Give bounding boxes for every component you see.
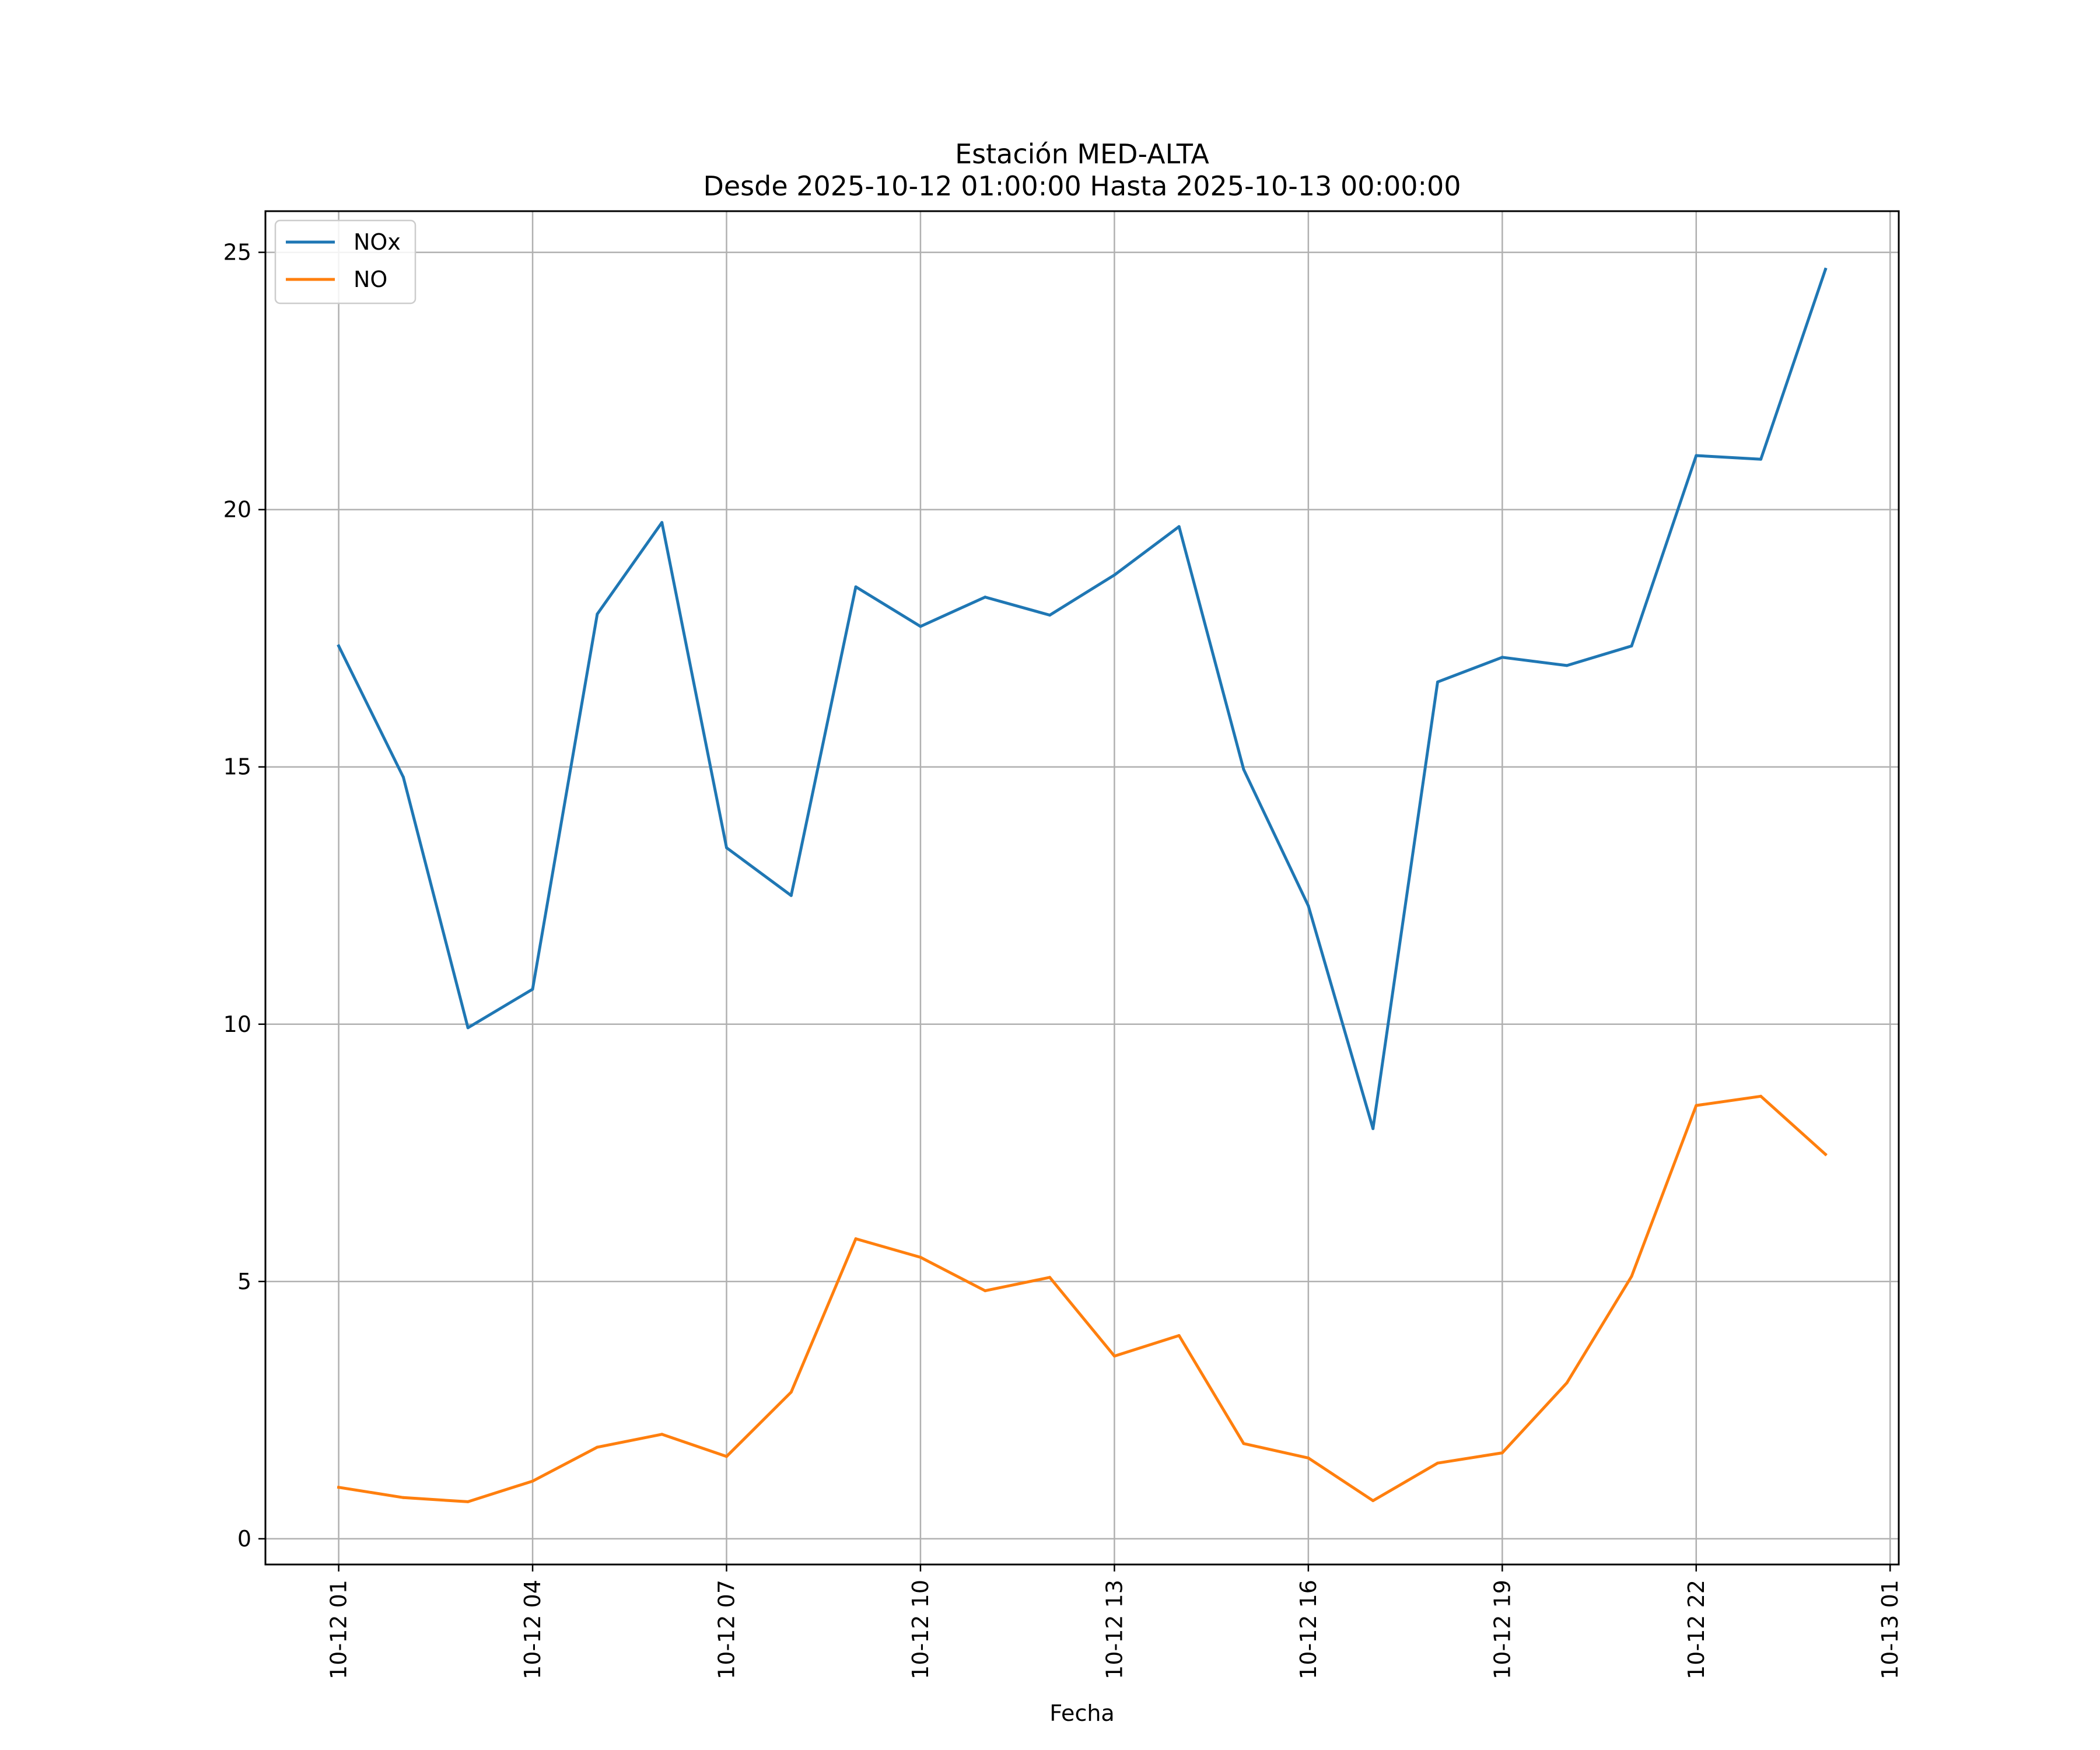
x-axis-label: Fecha (1049, 1700, 1114, 1726)
legend-label-no: NO (354, 267, 387, 292)
data-point-nox (1565, 664, 1569, 667)
data-point-nox (854, 585, 858, 589)
y-axis: 0 5 10 15 20 25 (223, 240, 265, 1552)
data-point-no (596, 1446, 599, 1449)
data-series (337, 267, 1828, 1503)
y-tick-label: 15 (223, 754, 251, 780)
data-point-nox (1371, 1127, 1375, 1130)
data-point-nox (1630, 644, 1633, 648)
data-point-nox (919, 625, 922, 628)
legend-label-nox: NOx (354, 229, 401, 255)
data-point-no (1759, 1094, 1763, 1098)
data-point-no (337, 1486, 341, 1489)
series-line-no (337, 1094, 1828, 1503)
data-point-no (789, 1391, 793, 1394)
x-tick-label: 10-12 19 (1489, 1580, 1515, 1679)
data-point-nox (531, 988, 534, 991)
data-point-no (1565, 1381, 1569, 1385)
data-point-no (1242, 1442, 1245, 1446)
data-point-no (660, 1433, 664, 1436)
y-tick-label: 20 (223, 497, 251, 523)
x-tick-label: 10-12 04 (520, 1580, 545, 1679)
data-point-no (1436, 1461, 1439, 1465)
data-point-nox (1824, 268, 1827, 271)
series-line-nox (337, 267, 1828, 1130)
data-point-nox (1307, 904, 1310, 908)
x-tick-label: 10-12 16 (1296, 1580, 1321, 1679)
x-axis: 10-12 01 10-12 04 10-12 07 10-12 10 10-12 13… (326, 1564, 1903, 1679)
y-tick-label: 0 (237, 1526, 251, 1552)
data-point-nox (984, 596, 987, 599)
data-point-no (1177, 1334, 1181, 1337)
data-point-no (1824, 1153, 1827, 1156)
data-point-nox (1695, 454, 1698, 457)
data-point-nox (466, 1026, 470, 1030)
data-point-no (854, 1237, 858, 1241)
data-point-no (919, 1255, 922, 1259)
grid-lines (265, 211, 1899, 1564)
data-point-no (1112, 1354, 1116, 1358)
data-point-nox (1759, 457, 1763, 461)
y-tick-label: 10 (223, 1012, 251, 1037)
data-point-nox (1436, 680, 1439, 684)
data-point-nox (660, 521, 664, 524)
data-point-nox (596, 612, 599, 616)
plot-frame (264, 210, 1900, 1566)
x-tick-label: 10-13 01 (1877, 1580, 1903, 1679)
data-point-no (1500, 1451, 1504, 1455)
x-tick-label: 10-12 10 (908, 1580, 933, 1679)
data-point-nox (1500, 656, 1504, 659)
x-tick-label: 10-12 07 (714, 1580, 740, 1679)
data-point-no (1048, 1276, 1052, 1279)
data-point-no (466, 1500, 470, 1503)
x-tick-label: 10-12 01 (326, 1580, 352, 1679)
data-point-no (984, 1289, 987, 1293)
x-tick-label: 10-12 22 (1684, 1580, 1709, 1679)
y-tick-label: 25 (223, 240, 251, 265)
data-point-no (725, 1455, 728, 1458)
data-point-nox (725, 846, 728, 849)
data-point-no (1695, 1104, 1698, 1107)
chart-subtitle: Desde 2025-10-12 01:00:00 Hasta 2025-10-… (703, 170, 1461, 202)
data-point-no (1307, 1456, 1310, 1460)
data-point-no (531, 1479, 534, 1483)
data-point-nox (1112, 573, 1116, 577)
data-point-nox (401, 775, 405, 779)
data-point-nox (789, 894, 793, 897)
data-point-no (1371, 1499, 1375, 1503)
data-point-nox (1177, 525, 1181, 528)
legend: NOx NO (274, 219, 416, 304)
x-tick-label: 10-12 13 (1101, 1580, 1127, 1679)
y-tick-label: 5 (237, 1269, 251, 1294)
data-point-nox (337, 644, 341, 648)
chart-title: Estación MED-ALTA (955, 138, 1209, 170)
data-point-nox (1048, 614, 1052, 617)
data-point-no (1630, 1275, 1633, 1278)
data-point-nox (1242, 768, 1245, 771)
data-point-no (401, 1496, 405, 1499)
